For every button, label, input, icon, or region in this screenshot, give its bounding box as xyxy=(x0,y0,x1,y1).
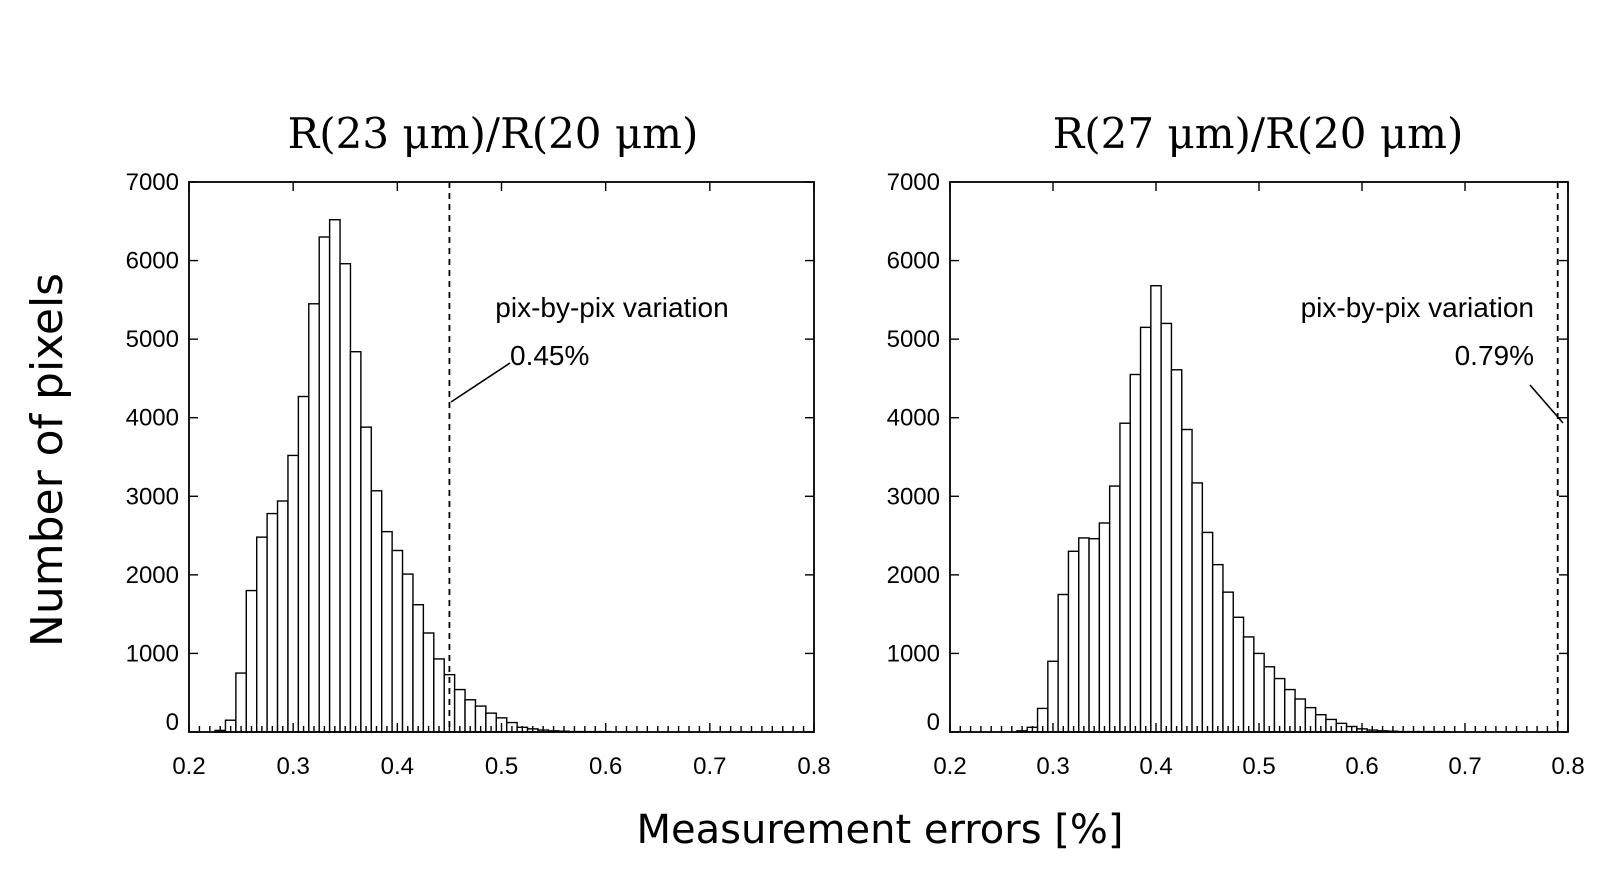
histogram-bar xyxy=(1191,482,1204,733)
y-tick-label: 3000 xyxy=(887,483,940,510)
reference-label: pix-by-pix variation xyxy=(1301,292,1534,323)
histogram-bar xyxy=(1253,652,1265,733)
x-axis-label: Measurement errors [%] xyxy=(637,807,1124,853)
reference-label: pix-by-pix variation xyxy=(495,292,728,323)
histogram-bar xyxy=(401,573,414,733)
histogram-bar xyxy=(1047,660,1059,733)
histogram-bar xyxy=(1242,636,1255,733)
chart-panel-2: R(27 μm)/R(20 μm) 0.2 0.3 0.4 0.5 0.6 0.7 0.8 0 1… xyxy=(887,109,1585,780)
histogram-bar xyxy=(1078,537,1090,733)
histogram-bar xyxy=(328,219,341,733)
x-tick-label: 0.4 xyxy=(1139,753,1172,780)
y-tick-label: 0 xyxy=(927,709,940,736)
y-tick-label: 4000 xyxy=(887,405,940,432)
x-tick-label: 0.8 xyxy=(797,753,830,780)
histogram-bar xyxy=(1098,522,1111,733)
histogram-bar xyxy=(1067,550,1080,733)
y-axis-label: Number of pixels xyxy=(22,273,73,647)
histogram-bar xyxy=(349,351,362,733)
histogram-bar xyxy=(287,454,300,733)
y-tick-label: 0 xyxy=(166,709,179,736)
y-tick-label: 7000 xyxy=(126,169,179,196)
histogram-bar xyxy=(266,512,279,733)
histogram-bar xyxy=(1263,666,1276,733)
histogram-bar xyxy=(391,549,404,733)
histogram-bar xyxy=(1139,326,1152,733)
histogram-bar xyxy=(1222,591,1234,733)
histogram-bar xyxy=(370,490,383,733)
x-tick-label: 0.6 xyxy=(1345,753,1378,780)
histogram-bar xyxy=(1088,538,1101,733)
histogram-bar xyxy=(1232,616,1245,733)
histogram-bar xyxy=(360,426,372,733)
histogram-bar xyxy=(235,672,247,733)
histogram-bar xyxy=(412,604,425,733)
histogram-bar xyxy=(276,500,289,733)
x-tick-label: 0.3 xyxy=(1036,753,1069,780)
y-tick-label: 6000 xyxy=(126,248,179,275)
chart-title: R(27 μm)/R(20 μm) xyxy=(1053,109,1464,158)
x-tick-label: 0.4 xyxy=(381,753,414,780)
y-tick-label: 6000 xyxy=(887,248,940,275)
histogram-bar xyxy=(1129,373,1142,733)
histogram-bar xyxy=(308,303,320,733)
histogram-bar xyxy=(1211,563,1224,733)
x-tick-label: 0.7 xyxy=(693,753,726,780)
x-tick-label: 0.8 xyxy=(1551,753,1584,780)
histogram-bar xyxy=(422,632,435,733)
annotation-leader xyxy=(1529,384,1564,424)
x-tick-label: 0.6 xyxy=(589,753,622,780)
histogram-bar xyxy=(1284,688,1296,733)
histogram-bar xyxy=(1181,428,1193,733)
y-tick-label: 3000 xyxy=(126,483,179,510)
histogram-bar xyxy=(1201,531,1214,733)
y-tick-label: 5000 xyxy=(126,326,179,353)
annotation-leader xyxy=(450,362,511,403)
y-tick-label: 2000 xyxy=(887,562,940,589)
histogram-bar xyxy=(297,395,310,733)
histogram-bar xyxy=(1273,677,1286,733)
histogram-bar xyxy=(453,688,466,733)
histogram-bar xyxy=(339,263,352,733)
histogram-bar xyxy=(381,530,393,733)
reference-value: 0.79% xyxy=(1455,340,1534,371)
histogram-bar xyxy=(433,658,445,733)
histogram-bar xyxy=(1170,369,1183,733)
histogram-bar xyxy=(1150,285,1162,733)
reference-value: 0.45% xyxy=(510,340,589,371)
y-tick-label: 1000 xyxy=(887,640,940,667)
y-tick-label: 5000 xyxy=(887,326,940,353)
histogram-bar xyxy=(245,589,258,733)
x-tick-label: 0.5 xyxy=(1242,753,1275,780)
histogram-bar xyxy=(318,236,331,733)
y-tick-label: 1000 xyxy=(126,640,179,667)
chart-title: R(23 μm)/R(20 μm) xyxy=(288,109,699,158)
x-tick-label: 0.2 xyxy=(933,753,966,780)
y-tick-label: 4000 xyxy=(126,405,179,432)
histogram-bar xyxy=(1119,422,1131,733)
x-tick-label: 0.7 xyxy=(1448,753,1481,780)
x-tick-label: 0.3 xyxy=(276,753,309,780)
x-tick-label: 0.5 xyxy=(485,753,518,780)
y-tick-label: 2000 xyxy=(126,562,179,589)
histogram-bar xyxy=(1108,485,1121,733)
histogram-bar xyxy=(256,536,268,733)
x-tick-label: 0.2 xyxy=(172,753,205,780)
chart-panel-1: R(23 μm)/R(20 μm) 0.2 0.3 0.4 0.5 0.6 0.7 0.8 0 1… xyxy=(126,109,831,780)
histogram-bar xyxy=(1160,322,1173,733)
y-tick-label: 7000 xyxy=(887,169,940,196)
plot-frame xyxy=(949,181,1569,733)
histogram-bar xyxy=(1057,593,1070,733)
